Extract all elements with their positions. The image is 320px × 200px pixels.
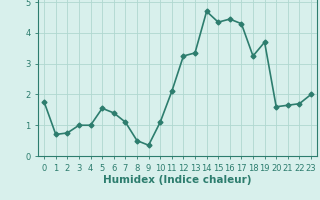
X-axis label: Humidex (Indice chaleur): Humidex (Indice chaleur) [103, 175, 252, 185]
